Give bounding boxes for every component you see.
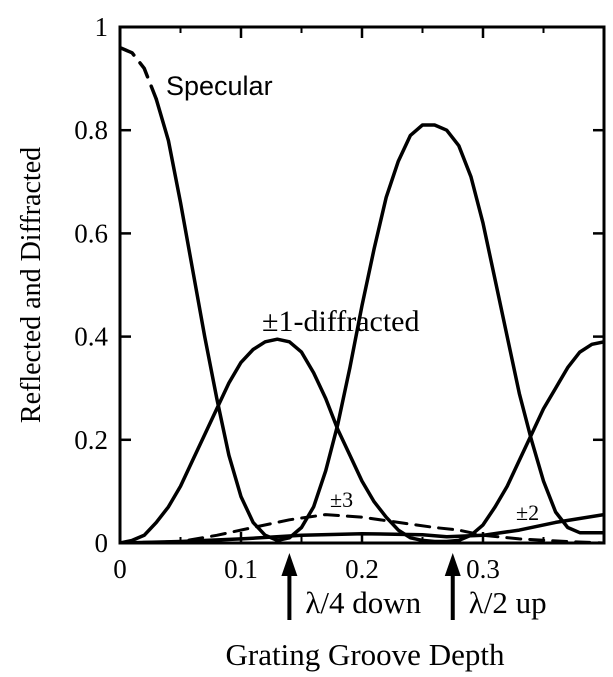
series-line-1-diffracted — [120, 337, 604, 543]
annotation-arrow-head-1 — [444, 553, 461, 576]
series-label-specular: Specular — [166, 71, 273, 101]
series-label-pm3: ±3 — [330, 487, 353, 512]
plot-frame — [118, 25, 606, 545]
series-line-specular-dashed-start — [120, 45, 159, 101]
x-axis-label: Grating Groove Depth — [226, 637, 505, 672]
y-tick-label-0: 0 — [95, 528, 109, 558]
x-tick-label-3: 0.3 — [466, 554, 500, 584]
annotation-lambda-quarter-down: λ/4 down — [305, 585, 421, 620]
x-tick-label-1: 0.1 — [224, 554, 258, 584]
y-tick-label-3: 0.6 — [74, 218, 108, 248]
x-tick-label-2: 0.2 — [345, 554, 379, 584]
arrows-layer — [281, 553, 461, 620]
series-line-specular — [154, 97, 604, 543]
series-label-pm2: ±2 — [516, 500, 539, 525]
series-line-3 — [120, 513, 604, 543]
y-tick-label-1: 0.2 — [74, 425, 108, 455]
annotation-arrow-head-0 — [281, 553, 298, 576]
x-tick-label-0: 0 — [113, 554, 127, 584]
y-axis-label: Reflected and Diffracted — [16, 147, 47, 423]
annotation-lambda-half-up: λ/2 up — [469, 585, 547, 620]
ticks-layer: 0 0.1 0.2 0.3 0 0.2 0.4 0.6 0.8 1 — [74, 12, 604, 584]
series-label-pm1-diffracted: ±1-diffracted — [262, 305, 420, 338]
series-line-2 — [120, 512, 604, 543]
series-layer — [120, 45, 604, 543]
labels-layer: Grating Groove Depth Reflected and Diffr… — [16, 71, 547, 672]
y-tick-label-4: 0.8 — [74, 115, 108, 145]
y-tick-label-5: 1 — [95, 12, 109, 42]
y-tick-label-2: 0.4 — [74, 322, 108, 352]
